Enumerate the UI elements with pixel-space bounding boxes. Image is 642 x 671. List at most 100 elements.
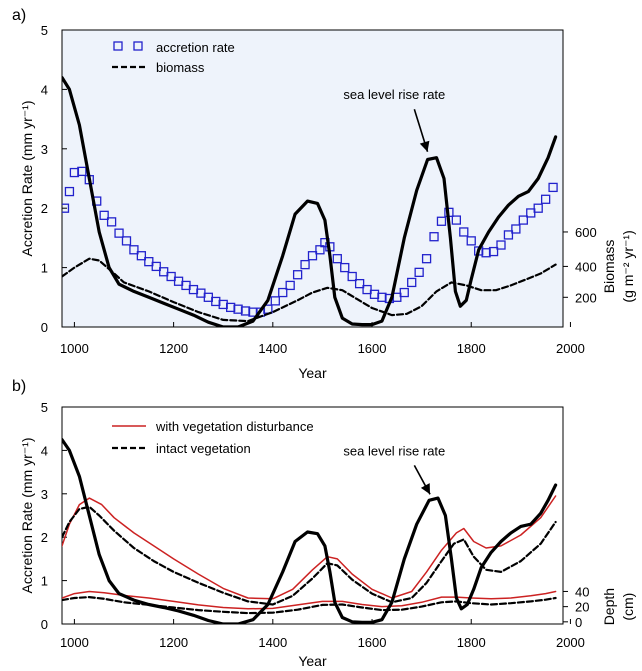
accretion-rate-point — [414, 267, 424, 278]
x-tick-label: 2000 — [556, 341, 585, 356]
legend-label: accretion rate — [156, 40, 235, 55]
y-tick-label: 3 — [41, 487, 48, 502]
x-tick-label: 2000 — [556, 635, 585, 650]
right-tick-label: 40 — [575, 584, 589, 599]
y-tick-label: 3 — [41, 142, 48, 157]
accretion-rate-point — [166, 271, 176, 282]
accretion-rate-point — [533, 203, 543, 213]
accretion-rate-point — [278, 287, 288, 298]
annotation-arrowhead — [419, 140, 430, 152]
accretion-rate-point — [340, 262, 350, 273]
right-axis-label: Biomass — [601, 240, 617, 294]
accretion-rate-point — [315, 245, 325, 255]
accretion-rate-point — [407, 277, 417, 288]
accretion-rate-point — [451, 215, 462, 225]
y-tick-label: 1 — [41, 574, 48, 589]
plot-area — [61, 406, 564, 625]
x-tick-label: 1400 — [258, 635, 287, 650]
legend-item: biomass — [112, 60, 205, 75]
accretion-rate-point — [511, 224, 521, 234]
x-tick-label: 1600 — [358, 635, 387, 650]
accretion-rate-point — [459, 227, 469, 237]
sea-level-rise-rate-line — [62, 438, 558, 624]
accretion-rate-point — [548, 182, 558, 193]
legend-label: intact vegetation — [156, 441, 251, 456]
plot-area — [61, 29, 564, 328]
accretion-rate-point — [62, 203, 70, 213]
legend-label: with vegetation disturbance — [155, 419, 314, 434]
right-tick-label: 400 — [575, 259, 597, 274]
y-tick-label: 0 — [41, 617, 48, 632]
accretion-rate-point — [77, 166, 87, 177]
x-tick-label: 1200 — [159, 635, 188, 650]
panel-a: a) 0 1 2 3 4 5 1000 1200 1400 1600 1800 2000 200 400 60… — [12, 7, 636, 381]
right-tick-label: 600 — [575, 225, 597, 240]
accretion-rate-point — [466, 236, 476, 246]
annotation-label: sea level rise rate — [343, 87, 445, 102]
accretion-rate-point — [540, 194, 551, 204]
y-tick-label: 2 — [41, 530, 48, 545]
y-tick-label: 0 — [41, 320, 48, 335]
accretion-rate-point — [64, 186, 75, 197]
accretion-rate-point — [399, 287, 409, 298]
sea-level-rise-rate-line — [62, 75, 558, 327]
accretion-rate-point — [129, 245, 139, 255]
y-axis-label: Accretion Rate (mm yr⁻¹) — [19, 101, 35, 257]
intact-vegetation-depth-line — [62, 596, 557, 615]
accretion-rate-point — [159, 267, 169, 277]
accretion-rate-point — [362, 284, 372, 295]
accretion-rate-point — [347, 271, 357, 282]
legend-square-marker — [113, 41, 123, 51]
right-tick-label: 200 — [575, 290, 597, 305]
x-tick-label: 1600 — [358, 341, 387, 356]
y-tick-label: 5 — [41, 400, 48, 415]
series-group — [62, 75, 558, 327]
accretion-rate-point — [144, 257, 154, 267]
accretion-rate-point — [99, 210, 109, 220]
y-tick-label: 4 — [41, 443, 48, 458]
accretion-rate-point — [300, 259, 310, 270]
accretion-rate-point — [292, 270, 303, 280]
accretion-rate-point — [270, 296, 280, 306]
legend-label: biomass — [156, 60, 205, 75]
series-group — [62, 438, 558, 624]
accretion-rate-point — [496, 240, 506, 250]
x-tick-label: 1000 — [60, 341, 89, 356]
right-axis-unit-label: (cm) — [620, 593, 636, 621]
with-vegetation-disturbance-depth-line — [62, 590, 557, 610]
panel-label: a) — [12, 7, 26, 24]
x-tick-label: 1800 — [457, 341, 486, 356]
legend-square-marker — [133, 41, 143, 51]
accretion-rate-point — [307, 251, 318, 261]
accretion-rate-point — [114, 228, 124, 238]
x-tick-label: 1400 — [258, 341, 287, 356]
y-tick-label: 4 — [41, 82, 48, 97]
legend-item: with vegetation disturbance — [112, 419, 314, 434]
x-axis-label: Year — [298, 365, 327, 381]
right-axis-unit-label: (g m⁻² yr⁻¹) — [620, 230, 636, 302]
right-tick-label: 20 — [575, 600, 589, 615]
x-axis-label: Year — [298, 653, 327, 669]
accretion-rate-point — [285, 280, 295, 291]
y-tick-label: 1 — [41, 261, 48, 276]
y-tick-label: 5 — [41, 23, 48, 38]
annotation-label: sea level rise rate — [343, 443, 445, 458]
accretion-rate-point — [354, 278, 365, 289]
accretion-rate-point — [429, 232, 439, 242]
accretion-rate-point — [332, 254, 342, 264]
x-tick-label: 1000 — [60, 635, 89, 650]
accretion-rate-point — [436, 216, 447, 226]
legend-item: intact vegetation — [112, 441, 251, 456]
accretion-rate-point — [151, 261, 161, 272]
right-tick-label: 0 — [575, 615, 582, 630]
accretion-rate-point — [526, 208, 536, 218]
y-tick-label: 2 — [41, 201, 48, 216]
legend-item: accretion rate — [113, 40, 235, 55]
accretion-rate-point — [106, 217, 117, 227]
accretion-rate-point — [503, 230, 514, 240]
y-axis-label: Accretion Rate (mm yr⁻¹) — [19, 438, 35, 594]
panel-label: b) — [12, 378, 26, 395]
accretion-rate-point — [136, 251, 147, 261]
